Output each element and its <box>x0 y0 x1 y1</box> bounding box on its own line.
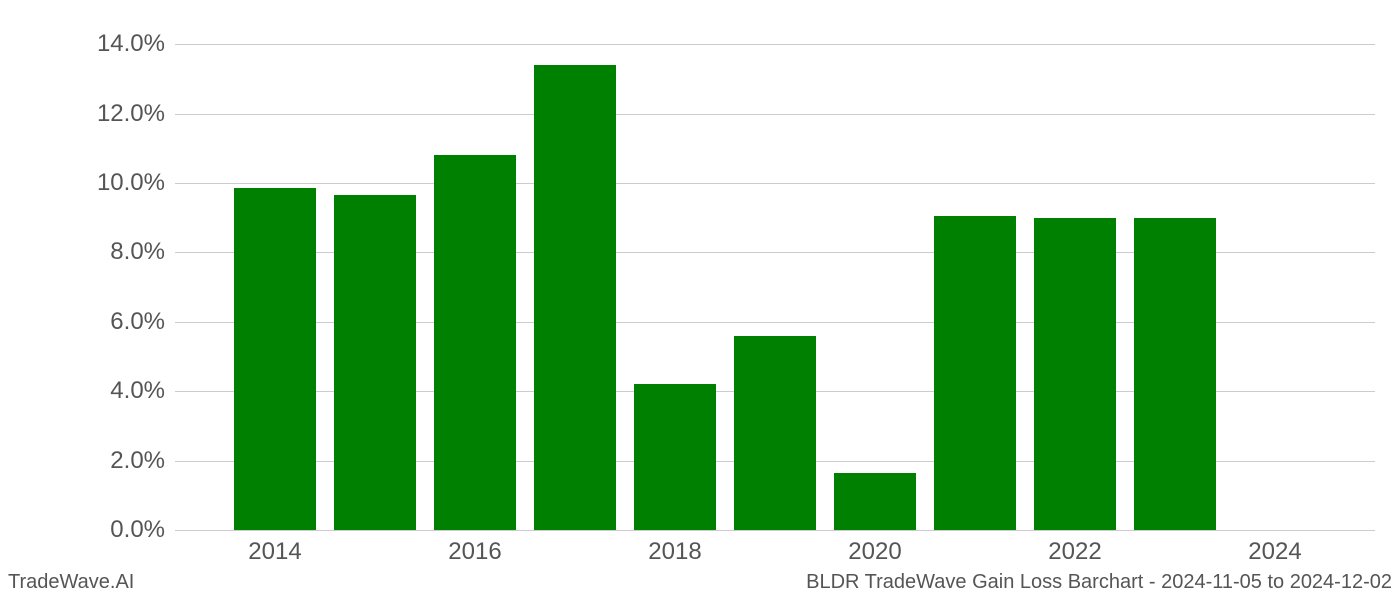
bar <box>934 216 1016 530</box>
bar <box>634 384 716 530</box>
x-tick-label: 2014 <box>248 530 301 566</box>
x-tick-label: 2016 <box>448 530 501 566</box>
bar <box>1134 218 1216 530</box>
y-tick-label: 12.0% <box>97 100 175 128</box>
bar <box>1034 218 1116 530</box>
chart-container: 0.0% 2.0% 4.0% 6.0% 8.0% 10.0% 12.0% 14.0% 2014 2… <box>0 0 1400 600</box>
grid-line <box>175 44 1375 45</box>
y-tick-label: 6.0% <box>110 308 175 336</box>
bar <box>534 65 616 530</box>
y-tick-label: 8.0% <box>110 238 175 266</box>
plot-area: 0.0%2.0%4.0%6.0%8.0%10.0%12.0%14.0%20142… <box>175 20 1375 530</box>
bar <box>734 336 816 530</box>
footer-left-text: TradeWave.AI <box>8 571 134 594</box>
grid-line <box>175 114 1375 115</box>
bar <box>334 195 416 530</box>
grid-line <box>175 183 1375 184</box>
y-tick-label: 0.0% <box>110 516 175 544</box>
footer-right-text: BLDR TradeWave Gain Loss Barchart - 2024… <box>806 571 1392 594</box>
x-tick-label: 2018 <box>648 530 701 566</box>
x-tick-label: 2024 <box>1248 530 1301 566</box>
y-tick-label: 4.0% <box>110 377 175 405</box>
bar <box>434 155 516 530</box>
grid-line <box>175 530 1375 531</box>
x-tick-label: 2022 <box>1048 530 1101 566</box>
y-tick-label: 2.0% <box>110 447 175 475</box>
bar <box>834 473 916 530</box>
y-tick-label: 14.0% <box>97 30 175 58</box>
y-tick-label: 10.0% <box>97 169 175 197</box>
bar <box>234 188 316 530</box>
x-tick-label: 2020 <box>848 530 901 566</box>
